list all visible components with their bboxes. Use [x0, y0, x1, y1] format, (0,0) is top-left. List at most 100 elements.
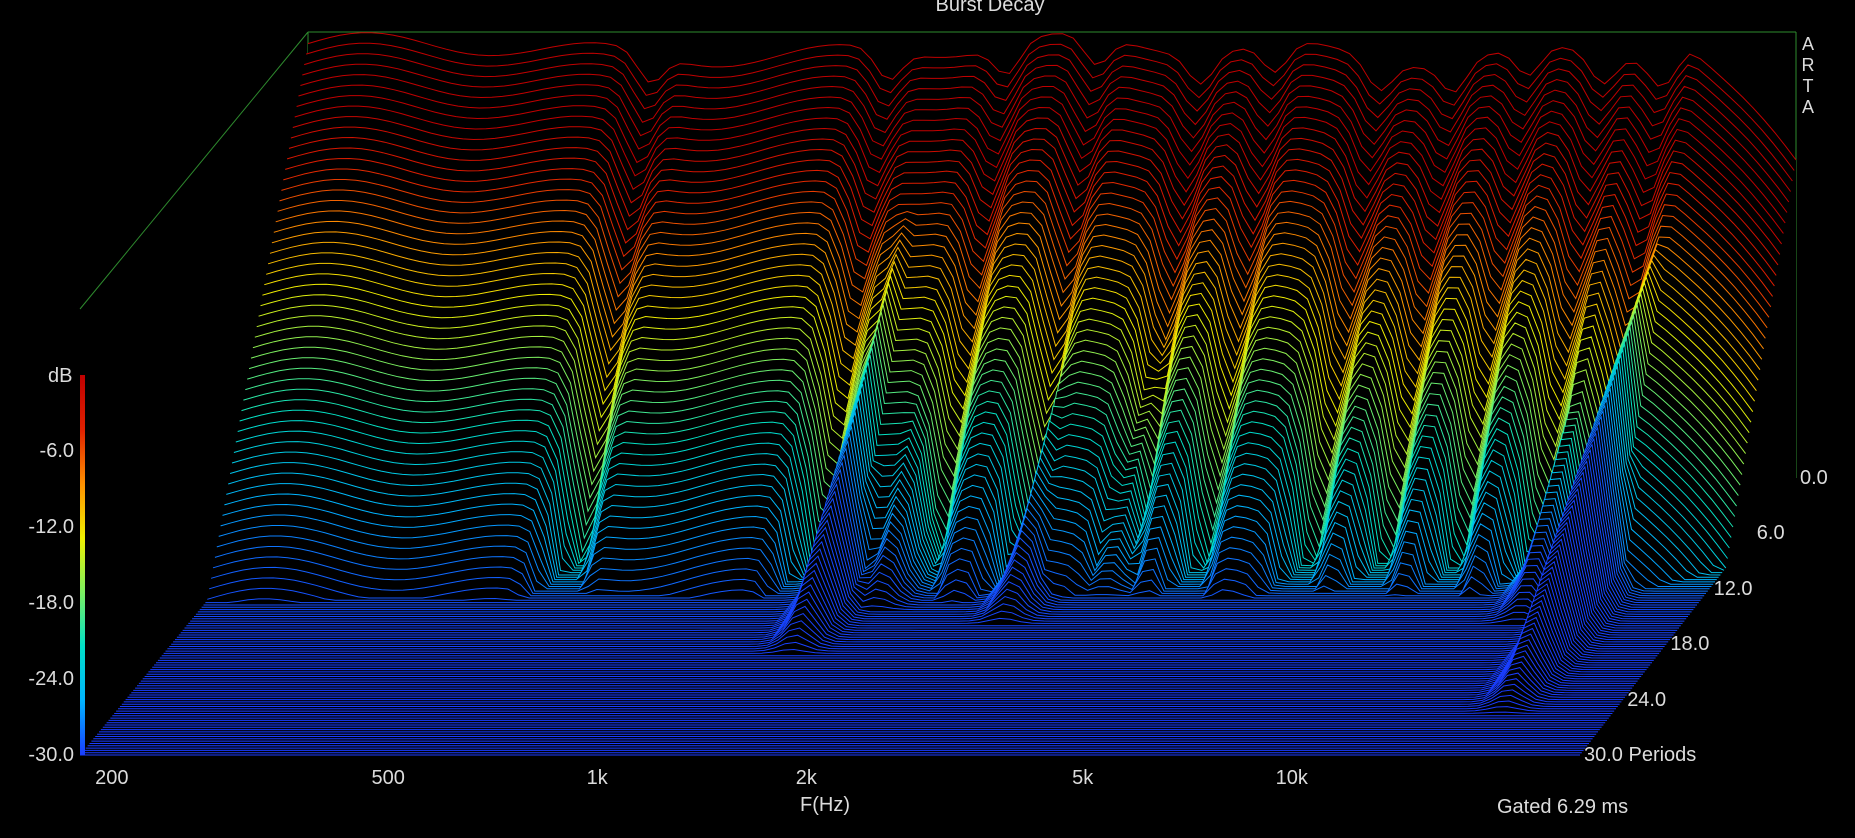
- frame-diagonal-edge: [79, 31, 309, 310]
- decay-slice: [203, 448, 1697, 606]
- decay-slice: [142, 627, 1640, 680]
- decay-slice: [114, 711, 1613, 714]
- decay-slice: [216, 409, 1710, 590]
- decay-slice: [118, 700, 1616, 710]
- decay-slice: [138, 639, 1636, 684]
- slice-occluder: [144, 623, 1642, 677]
- decay-slice: [125, 678, 1624, 701]
- y-axis-unit-label: dB: [48, 365, 73, 387]
- decay-slice: [281, 179, 1772, 308]
- decay-slice: [307, 32, 1797, 161]
- decay-slice: [285, 157, 1775, 287]
- decay-slice: [176, 527, 1672, 638]
- decay-slice: [296, 95, 1786, 224]
- decay-slice: [214, 415, 1708, 592]
- brand-letter: A: [1801, 97, 1814, 117]
- decay-slice: [195, 471, 1690, 615]
- z-tick-label: 24.0: [1627, 688, 1667, 711]
- decay-slice: [180, 516, 1676, 634]
- z-tick-label: 12.0: [1713, 577, 1753, 600]
- y-tick-label: -30.0: [28, 744, 74, 766]
- decay-slice: [192, 482, 1687, 620]
- decay-slice: [167, 555, 1663, 650]
- decay-slice: [154, 594, 1651, 666]
- decay-slice: [188, 493, 1683, 624]
- decay-slice: [140, 633, 1638, 682]
- decay-slice: [184, 504, 1679, 629]
- decay-slice: [290, 126, 1781, 255]
- decay-slice: [133, 655, 1631, 691]
- x-axis-label: F(Hz): [800, 794, 850, 816]
- z-tick-label: 30.0 Periods: [1584, 744, 1697, 766]
- decay-slice: [302, 63, 1792, 192]
- decay-slice: [159, 577, 1656, 659]
- decay-slice: [271, 231, 1763, 360]
- x-tick-label: 10k: [1275, 767, 1308, 789]
- decay-slice: [273, 220, 1765, 350]
- decay-slice: [194, 476, 1688, 617]
- z-tick-label: 0.0: [1800, 467, 1828, 489]
- decay-slice: [209, 432, 1703, 599]
- decay-slice: [137, 644, 1635, 687]
- decay-slice: [131, 661, 1629, 694]
- decay-slice: [300, 74, 1790, 203]
- decay-slice: [207, 437, 1701, 601]
- decay-slice: [165, 560, 1661, 652]
- decay-slice: [294, 105, 1784, 234]
- decay-slice: [220, 398, 1714, 585]
- brand-letter: R: [1801, 55, 1815, 75]
- decay-slice: [175, 532, 1670, 641]
- decay-slice: [121, 689, 1620, 705]
- x-tick-label: 2k: [795, 767, 817, 789]
- brand-letter: T: [1802, 76, 1814, 96]
- brand-letter: A: [1801, 34, 1814, 54]
- decay-slice: [182, 510, 1678, 631]
- decay-slice: [266, 260, 1757, 392]
- slice-occluder: [125, 678, 1624, 700]
- decay-slice: [205, 443, 1699, 604]
- decay-slice: [135, 650, 1633, 689]
- decay-slice: [260, 281, 1752, 429]
- y-tick-label: -18.0: [28, 592, 74, 614]
- decay-slice: [264, 267, 1756, 402]
- decay-slice: [144, 622, 1642, 677]
- decay-slice: [304, 53, 1793, 182]
- y-tick-label: -12.0: [28, 516, 74, 538]
- color-bar-gradient: [80, 375, 85, 755]
- decay-slice: [152, 599, 1649, 668]
- decay-slice: [262, 274, 1754, 416]
- decay-slice: [173, 538, 1669, 643]
- decay-slice: [186, 499, 1681, 627]
- decay-slice: [222, 392, 1715, 583]
- decay-slice: [292, 116, 1782, 245]
- decay-slice: [258, 287, 1750, 442]
- slice-occluder: [152, 600, 1649, 668]
- db-color-bar: [80, 375, 85, 755]
- decay-slice: [190, 488, 1685, 622]
- decay-slice: [252, 303, 1745, 483]
- y-tick-label: -6.0: [39, 440, 74, 462]
- x-tick-label: 1k: [586, 767, 608, 789]
- decay-slice: [305, 42, 1795, 171]
- decay-slice: [248, 314, 1741, 510]
- decay-slice: [210, 426, 1705, 597]
- decay-slice: [201, 454, 1696, 608]
- decay-slice: [279, 189, 1770, 318]
- decay-slice: [129, 667, 1627, 696]
- decay-slice: [288, 136, 1779, 266]
- decay-slice: [171, 543, 1667, 645]
- decay-slice: [161, 571, 1658, 657]
- chart-title: Burst Decay: [935, 0, 1045, 16]
- decay-slice: [256, 292, 1748, 456]
- decay-slice: [148, 611, 1645, 673]
- decay-slice: [199, 460, 1694, 611]
- decay-slice: [275, 210, 1766, 339]
- decay-slice: [298, 84, 1788, 213]
- decay-slice: [119, 694, 1618, 707]
- decay-slice: [178, 521, 1674, 636]
- decay-slice: [212, 420, 1706, 594]
- decay-slice: [169, 549, 1665, 647]
- decay-slice: [277, 200, 1768, 329]
- y-tick-label: -24.0: [28, 668, 74, 690]
